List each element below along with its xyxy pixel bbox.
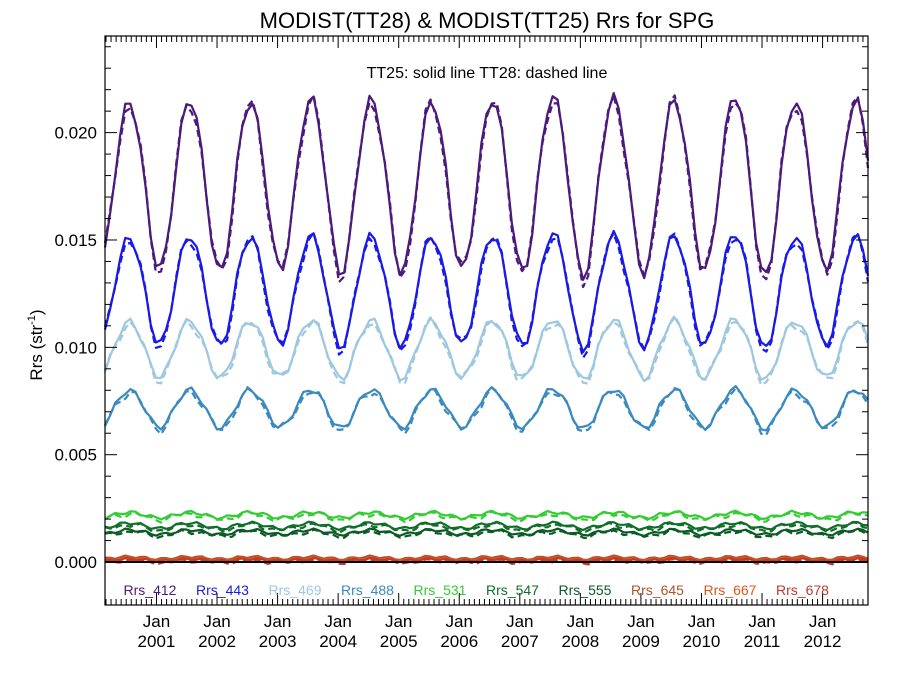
- legend-entry: Rrs_469: [269, 582, 322, 598]
- legend: Rrs_412 Rrs_443 Rrs_469 Rrs_488 Rrs_531 Rrs_5…: [124, 582, 830, 598]
- x-tick-label-year: 2008: [561, 632, 599, 651]
- series-Rrs_488-tt25: [105, 386, 868, 430]
- y-axis-label-text: Rrs (str: [27, 325, 46, 381]
- legend-entry: Rrs_412: [124, 582, 177, 598]
- chart-title: MODIST(TT28) & MODIST(TT25) Rrs for SPG: [260, 8, 715, 33]
- x-tick-label-year: 2003: [259, 632, 297, 651]
- y-tick-label: 0.005: [54, 446, 97, 465]
- series-Rrs_443-tt28: [105, 233, 868, 358]
- x-tick-label-year: 2005: [380, 632, 418, 651]
- y-axis-label-sup: -1: [26, 315, 38, 325]
- x-tick-label-month: Jan: [748, 612, 775, 631]
- x-tick-label-month: Jan: [143, 612, 170, 631]
- y-tick-label: 0.015: [54, 231, 97, 250]
- x-tick-label-year: 2001: [138, 632, 176, 651]
- x-tick-label-month: Jan: [627, 612, 654, 631]
- x-tick-label-year: 2011: [744, 632, 781, 651]
- legend-entry: Rrs_488: [341, 582, 394, 598]
- y-axis-label-close: ): [27, 309, 46, 315]
- x-tick-label-year: 2004: [319, 632, 357, 651]
- x-tick-label-year: 2012: [804, 632, 842, 651]
- legend-entry: Rrs_531: [414, 582, 467, 598]
- x-tick-label-year: 2006: [440, 632, 478, 651]
- y-tick-label: 0.020: [54, 124, 97, 143]
- legend-entry: Rrs_667: [704, 582, 757, 598]
- x-tick-label-month: Jan: [203, 612, 230, 631]
- legend-entry: Rrs_678: [776, 582, 829, 598]
- chart: MODIST(TT28) & MODIST(TT25) Rrs for SPG …: [0, 0, 900, 675]
- x-tick-label-month: Jan: [385, 612, 412, 631]
- series-Rrs_469-tt25: [105, 318, 868, 382]
- x-tick-label-month: Jan: [264, 612, 291, 631]
- x-tick-label-year: 2010: [683, 632, 721, 651]
- x-tick-label-month: Jan: [506, 612, 533, 631]
- y-tick-label: 0.000: [54, 553, 97, 572]
- legend-entry: Rrs_547: [486, 582, 539, 598]
- legend-entry: Rrs_555: [559, 582, 612, 598]
- x-tick-label-month: Jan: [809, 612, 836, 631]
- x-tick-label-year: 2007: [501, 632, 539, 651]
- x-tick-label-month: Jan: [688, 612, 715, 631]
- x-tick-label-month: Jan: [446, 612, 473, 631]
- series-Rrs_469-tt28: [105, 316, 868, 385]
- legend-entry: Rrs_443: [196, 582, 249, 598]
- x-tick-label-month: Jan: [324, 612, 351, 631]
- x-tick-label-year: 2002: [198, 632, 236, 651]
- y-axis-label: Rrs (str-1): [26, 309, 46, 380]
- series-Rrs_412-tt28: [105, 95, 868, 287]
- x-tick-label-year: 2009: [622, 632, 660, 651]
- x-tick-label-month: Jan: [567, 612, 594, 631]
- legend-entry: Rrs_645: [631, 582, 684, 598]
- series-lines: [105, 93, 868, 564]
- chart-annotation: TT25: solid line TT28: dashed line: [367, 65, 608, 82]
- y-tick-label: 0.010: [54, 338, 97, 357]
